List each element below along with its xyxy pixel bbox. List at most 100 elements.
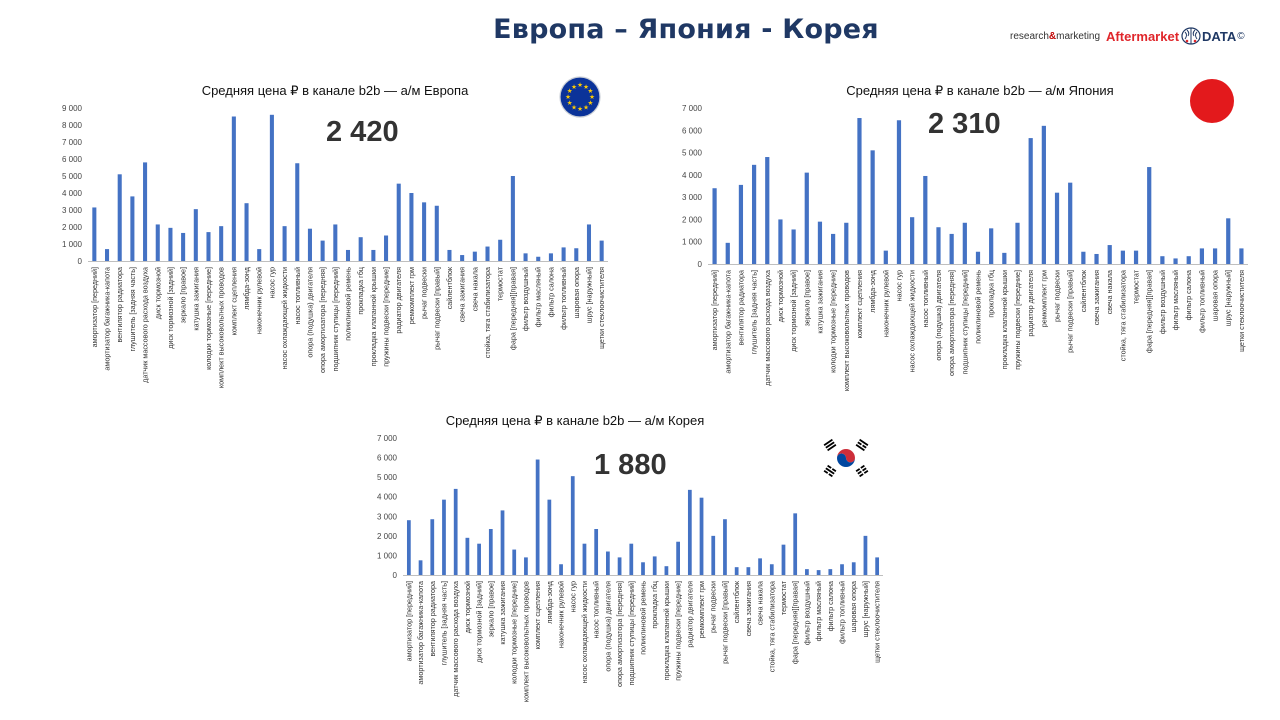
- europe-x-tick-label: опора амортизатора [передняя]: [318, 267, 327, 373]
- korea-bar: [746, 567, 751, 575]
- europe-bar: [219, 226, 224, 261]
- korea-x-tick-label: фильтр масляный: [814, 581, 823, 641]
- japan-bar: [1002, 252, 1007, 264]
- europe-x-tick-label: фильтр салона: [546, 267, 555, 317]
- japan-bar: [738, 184, 744, 264]
- korea-x-tick-label: диск тормозной [задний]: [475, 581, 484, 663]
- europe-average-value: 2 420: [326, 116, 399, 148]
- korea-bar: [652, 556, 657, 575]
- europe-x-tick-label: шаровая опора: [572, 267, 581, 318]
- europe-bar: [345, 249, 351, 261]
- korea-x-tick-label: фильтр воздушный: [802, 581, 811, 645]
- korea-x-tick-label: поликлиновой ремень: [639, 581, 648, 655]
- korea-bar: [734, 567, 739, 575]
- korea-x-tick-label: пружины подвески [передние]: [674, 581, 683, 681]
- japan-bar: [844, 222, 849, 264]
- japan-x-tick-label: диск тормозной [задний]: [789, 270, 798, 352]
- japan-x-tick-label: ремкомплект грм: [1039, 270, 1048, 327]
- brain-icon: [1181, 27, 1201, 45]
- europe-bar: [282, 226, 287, 261]
- europe-bar: [358, 237, 363, 261]
- korea-x-tick-label: фильтр топливный: [838, 581, 847, 644]
- japan-x-tick-label: опора (подушка) двигателя: [934, 270, 943, 361]
- korea-bar: [840, 564, 844, 575]
- europe-x-tick-label: комплект высоковольтных проводов: [217, 267, 226, 388]
- korea-bar: [442, 499, 446, 575]
- europe-y-tick-label: 3 000: [62, 206, 83, 215]
- korea-bar: [465, 537, 470, 575]
- japan-bar: [923, 175, 928, 264]
- eu-star-icon: ★: [587, 87, 593, 95]
- japan-x-tick-label: глушитель [задняя часть]: [750, 270, 759, 355]
- japan-y-tick-label: 4 000: [682, 171, 703, 180]
- japan-bar: [910, 217, 915, 264]
- korea-x-tick-label: подшипник ступицы [передний]: [627, 581, 636, 685]
- japan-bar: [725, 242, 730, 264]
- japan-bar: [1186, 256, 1191, 264]
- korea-x-tick-label: глушитель [задняя часть]: [439, 581, 448, 666]
- japan-x-tick-label: зеркало [правое]: [802, 270, 811, 326]
- europe-x-tick-label: амортизатор багажника-капота: [103, 267, 112, 371]
- europe-bar: [333, 224, 338, 261]
- eu-star-icon: ★: [577, 81, 583, 89]
- korea-bar: [500, 510, 505, 575]
- japan-x-tick-label: свеча зажигания: [1092, 270, 1101, 325]
- chart-japan: Средняя цена ₽ в канале b2b — а/м Япония…: [682, 83, 1248, 391]
- japan-x-tick-label: фильтр топливный: [1197, 270, 1206, 333]
- korea-bar: [629, 543, 634, 575]
- europe-x-tick-label: щетки стеклоочистителя: [597, 267, 606, 349]
- japan-x-tick-label: прокладка клапанной крышки: [1000, 270, 1009, 369]
- japan-x-tick-label: радиатор двигателя: [1026, 270, 1035, 337]
- japan-average-value: 2 310: [928, 108, 1001, 140]
- chart-europe: Средняя цена ₽ в канале b2b — а/м Европа…: [62, 83, 608, 388]
- japan-x-tick-label: насос гур: [894, 270, 903, 301]
- brand-name: Aftermarket: [1106, 28, 1180, 44]
- europe-bar: [523, 253, 528, 261]
- europe-x-tick-label: шрус [наружный]: [584, 267, 593, 323]
- japan-x-tick-label: насос топливный: [921, 270, 930, 328]
- brand-logo: research&marketing Aftermarket DATA ©: [1010, 27, 1245, 45]
- japan-bar: [1199, 248, 1205, 264]
- japan-bar: [1107, 245, 1112, 264]
- korea-x-tick-label: диск тормозной: [463, 581, 472, 633]
- korea-x-tick-label: прокладка клапанной крышки: [662, 581, 671, 680]
- japan-bar: [804, 172, 809, 264]
- japan-x-tick-label: диск тормозной: [776, 270, 785, 322]
- japan-bar: [1120, 250, 1125, 264]
- europe-bar: [155, 224, 160, 261]
- japan-bar: [817, 221, 823, 264]
- japan-x-tick-label: опора амортизатора [передняя]: [947, 270, 956, 376]
- korea-bar: [547, 499, 552, 575]
- korea-x-tick-label: насос гур: [568, 581, 577, 612]
- europe-bar: [472, 251, 477, 261]
- korea-bar: [699, 497, 704, 575]
- europe-x-tick-label: катушка зажигания: [191, 267, 200, 331]
- japan-bar: [883, 250, 888, 264]
- page-title: Европа – Япония - Корея: [493, 14, 879, 45]
- eu-star-icon: ★: [571, 104, 577, 112]
- europe-bar: [320, 240, 325, 261]
- europe-bar: [105, 249, 110, 261]
- europe-x-tick-label: лямбда-зонд: [242, 266, 251, 310]
- korea-x-tick-label: зеркало [правое]: [486, 581, 495, 637]
- japan-bar: [791, 229, 796, 264]
- korea-bar: [406, 520, 411, 575]
- europe-x-tick-label: фара [передняя][правая]: [508, 267, 517, 350]
- japan-x-tick-label: колодки тормозные [передние]: [829, 270, 838, 373]
- korea-bar: [606, 551, 610, 575]
- japan-x-tick-label: фильтр масляный: [1171, 270, 1180, 330]
- eu-star-icon: ★: [567, 99, 573, 107]
- japan-x-tick-label: стойка, тяга стабилизатора: [1118, 270, 1127, 361]
- eu-star-icon: ★: [577, 105, 583, 113]
- europe-bar: [599, 240, 604, 261]
- europe-y-tick-label: 0: [78, 257, 83, 266]
- japan-bar: [1173, 258, 1178, 264]
- korea-x-tick-label: опора амортизатора [передняя]: [615, 581, 624, 687]
- europe-x-tick-label: сайлентблок: [445, 266, 454, 309]
- korea-x-tick-label: сайлентблок: [732, 580, 741, 623]
- korea-bar: [582, 543, 587, 575]
- korea-x-tick-label: лямбда-зонд: [545, 580, 554, 624]
- korea-x-tick-label: прокладка гбц: [650, 581, 659, 629]
- korea-x-tick-label: амортизатор багажника-капота: [416, 581, 425, 685]
- europe-x-tick-label: термостат: [496, 266, 505, 301]
